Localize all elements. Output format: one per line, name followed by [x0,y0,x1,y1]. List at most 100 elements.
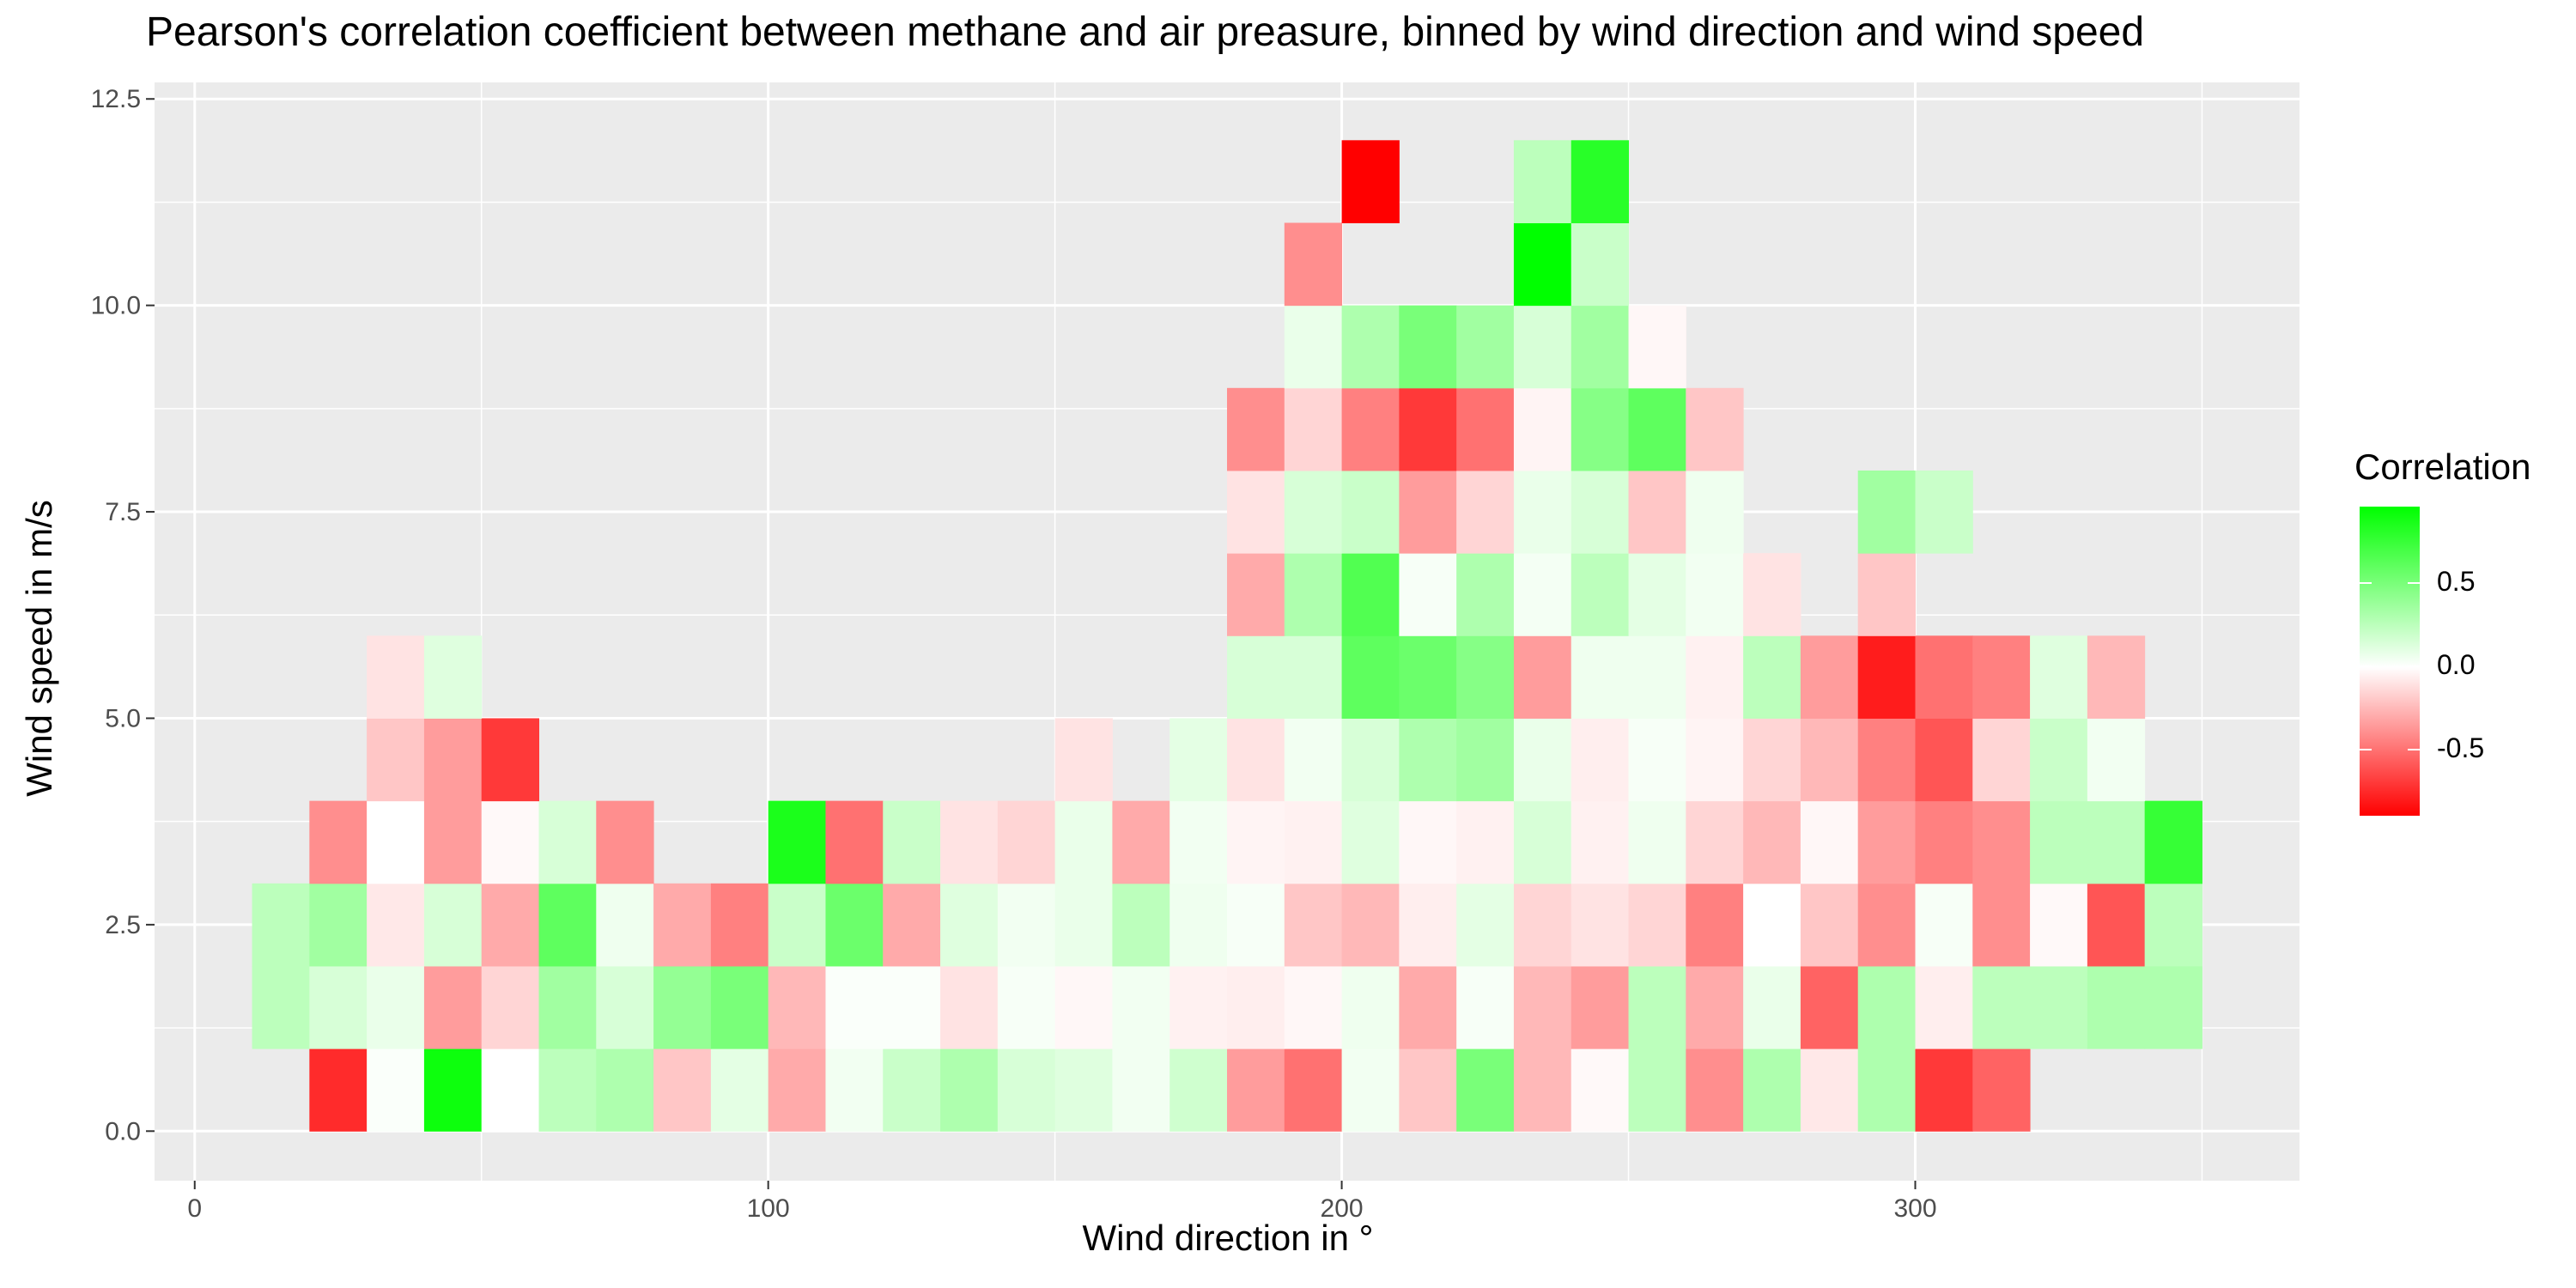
legend-title: Correlation [2354,447,2531,487]
y-tick-label: 12.5 [91,85,141,113]
heatmap-cell [1915,883,1973,967]
heatmap-cell [997,965,1056,1049]
heatmap-cell [1800,965,1859,1049]
heatmap-cell [1341,965,1400,1049]
y-tick-label: 5.0 [105,704,141,732]
heatmap-cell [1628,718,1686,802]
heatmap-cell [1112,800,1170,884]
heatmap-cell [1513,553,1572,636]
heatmap-cell [1399,965,1457,1049]
heatmap-cell [367,800,425,884]
heatmap-cell [252,965,310,1049]
heatmap-cell [1972,718,2031,802]
heatmap-cell [997,883,1056,967]
legend-tick-mark [2408,665,2420,667]
heatmap-cell [596,1048,654,1132]
heatmap-cell [1915,965,1973,1049]
heatmap-cell [1456,965,1515,1049]
heatmap-cell [1686,965,1744,1049]
heatmap-cell [1456,718,1515,802]
heatmap-cell [1628,800,1686,884]
legend-tick-mark [2360,665,2372,667]
chart-title: Pearson's correlation coefficient betwee… [146,9,2145,55]
heatmap-cell [883,1048,941,1132]
heatmap-cell [1743,883,1801,967]
heatmap-cell [1456,635,1515,719]
heatmap-cell [1571,635,1630,719]
heatmap-cell [423,965,483,1049]
heatmap-cell [1399,387,1457,471]
heatmap-cell [1915,718,1973,802]
heatmap-cell [2087,800,2146,884]
heatmap-cell [1800,883,1859,967]
heatmap-cell [1972,800,2031,884]
heatmap-cell [1341,140,1400,223]
heatmap-cell [1284,635,1343,719]
heatmap-cell [1284,222,1343,307]
heatmap-cell [1513,140,1572,223]
heatmap-cell [1341,305,1400,389]
heatmap-cell [1341,718,1400,802]
heatmap-cell [1513,222,1572,307]
x-tick-label: 100 [747,1194,790,1223]
heatmap-cell [367,883,425,967]
heatmap-cell [1456,883,1515,967]
heatmap-cell [1628,387,1686,471]
heatmap-cell [538,800,597,884]
heatmap-cell [1571,1048,1630,1132]
heatmap-cell [1341,553,1400,636]
heatmap-cell [1341,883,1400,967]
heatmap-cell [1743,800,1801,884]
legend-colorbar [2360,507,2420,816]
heatmap-cell [1341,800,1400,884]
heatmap-cell [1686,387,1744,471]
heatmap-cell [1399,553,1457,636]
heatmap-cell [710,1048,769,1132]
heatmap-cell [997,800,1056,884]
heatmap-cell [1513,305,1572,389]
heatmap-cell [1456,470,1515,554]
heatmap-cell [1857,965,1916,1049]
heatmap-cell [2144,883,2202,967]
heatmap-cell [940,1048,999,1132]
heatmap-cell [2030,718,2088,802]
heatmap-cell [1456,305,1515,389]
heatmap-cell [1456,553,1515,636]
heatmap-cell [1513,470,1572,554]
heatmap-cell [768,800,826,884]
heatmap-cell [883,800,941,884]
x-tick-label: 200 [1321,1194,1364,1223]
heatmap-cell [1857,883,1916,967]
x-axis-label: Wind direction in ° [1082,1218,1374,1258]
heatmap-cell [1112,965,1170,1049]
heatmap-cell [2030,883,2088,967]
heatmap-cell [538,965,597,1049]
heatmap-cell [1513,965,1572,1049]
heatmap-cell [883,965,941,1049]
heatmap-cell [1284,800,1343,884]
heatmap-cell [883,883,941,967]
heatmap-cell [1628,1048,1686,1132]
heatmap-cell [1513,635,1572,719]
legend-tick-label: -0.5 [2437,732,2485,764]
heatmap-cell [1513,718,1572,802]
heatmap-cell [1857,553,1916,636]
heatmap-cell [1628,553,1686,636]
heatmap-cell [309,1048,368,1132]
heatmap-cell [1513,883,1572,967]
y-tick-label: 0.0 [105,1117,141,1145]
heatmap-cell [1170,718,1228,802]
heatmap-cell [1915,635,1973,719]
heatmap-cell [1571,140,1630,223]
heatmap-cell [768,1048,826,1132]
heatmap-cell [1054,965,1113,1049]
heatmap-cell [1399,800,1457,884]
heatmap-cell [2087,718,2146,802]
heatmap-cell [1341,635,1400,719]
heatmap-cell [1571,883,1630,967]
heatmap-cell [997,1048,1056,1132]
heatmap-cell [1112,1048,1170,1132]
heatmap-cell [2087,965,2146,1049]
heatmap-cell [1170,883,1228,967]
heatmap-cell [653,965,712,1049]
